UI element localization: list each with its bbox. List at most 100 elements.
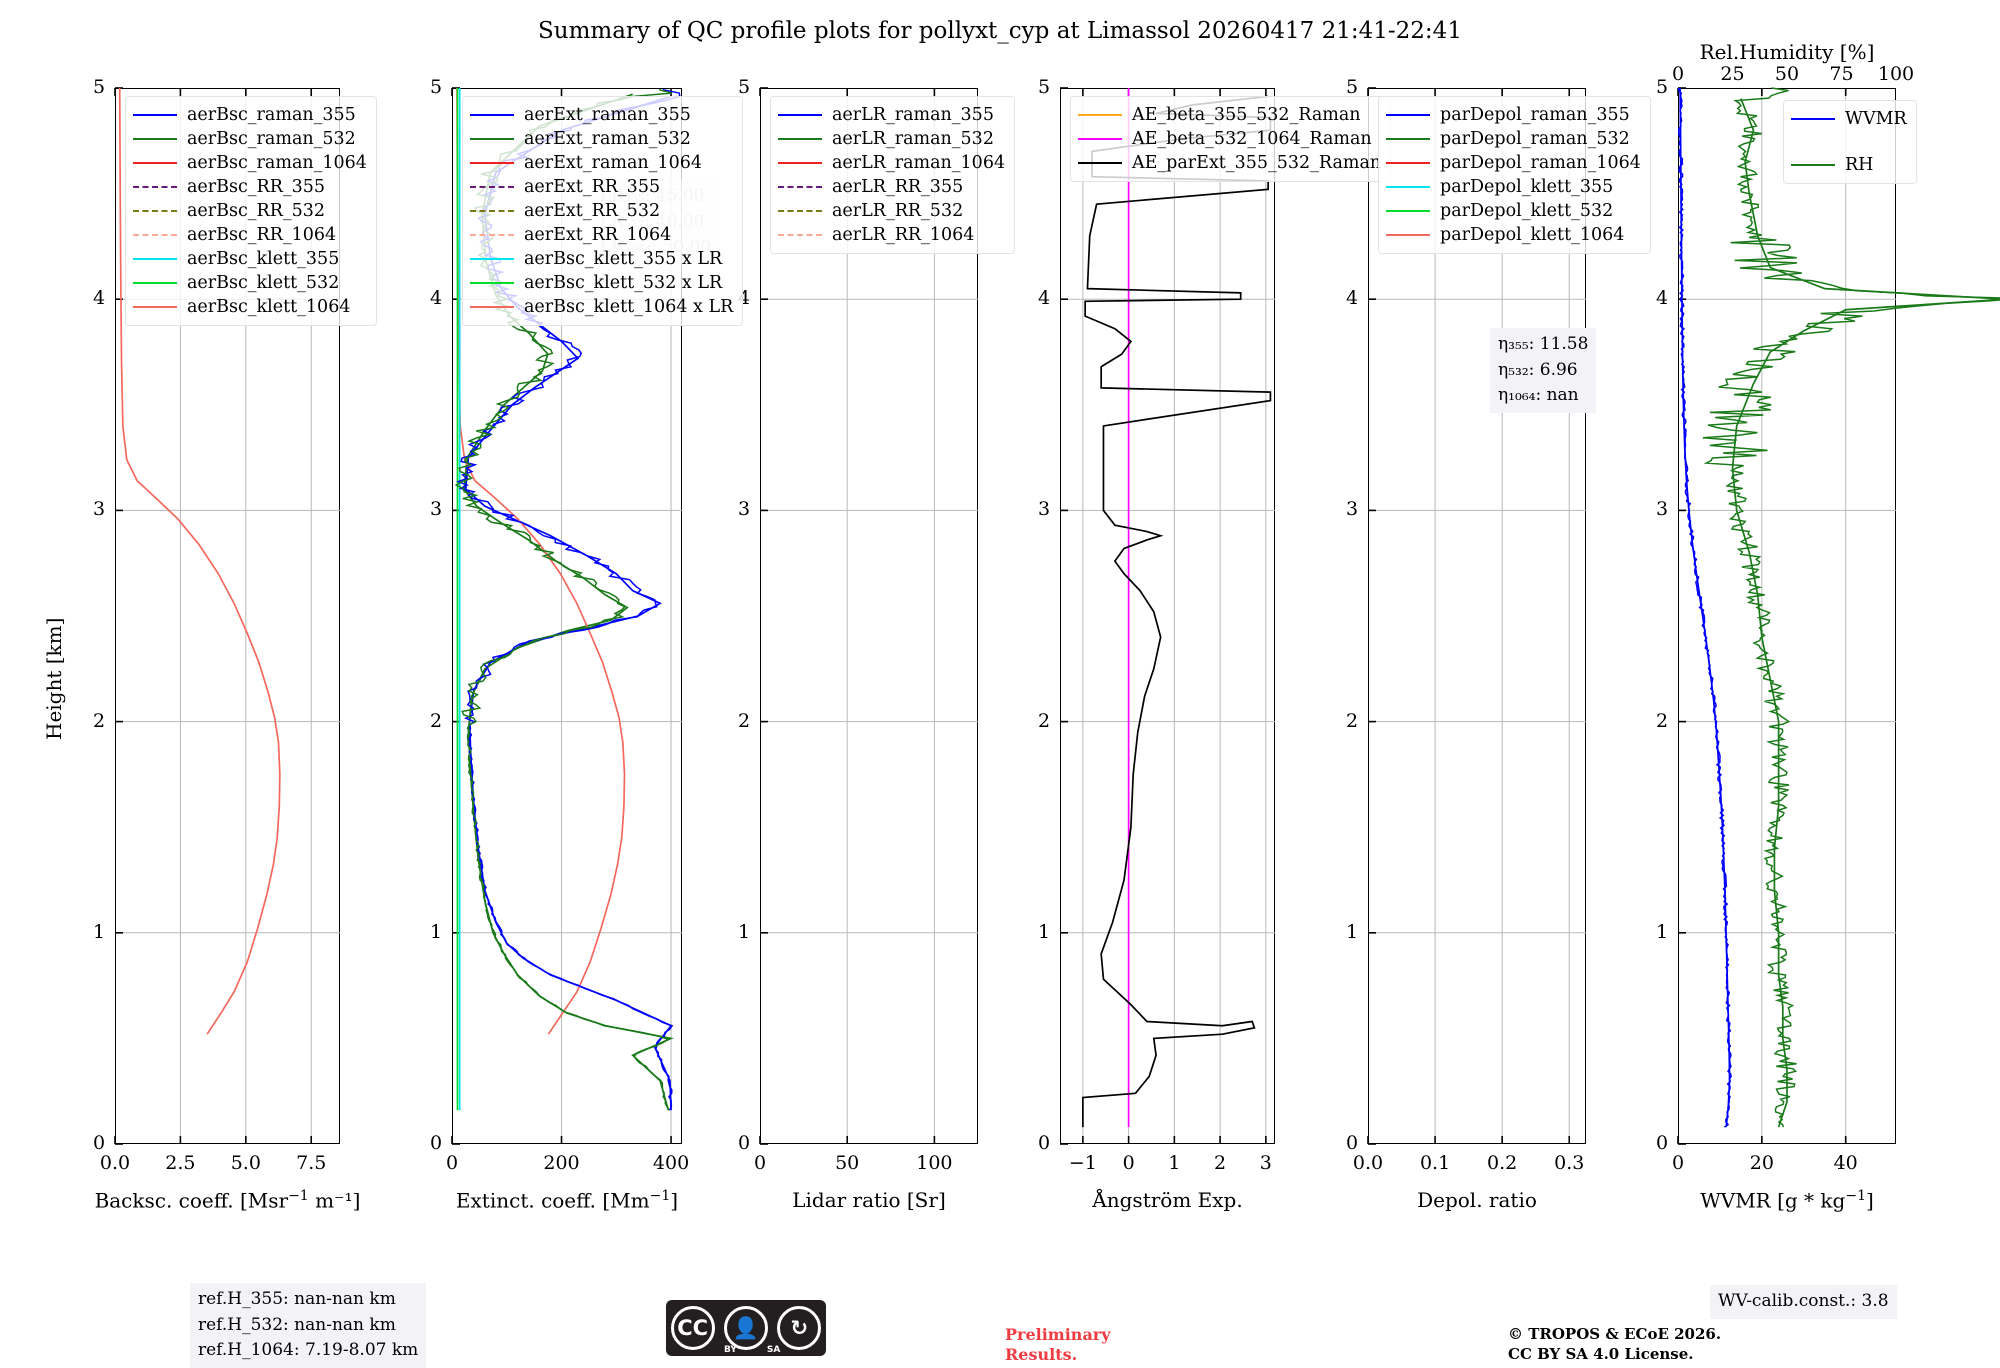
legend-label: parDepol_raman_1064 bbox=[1440, 153, 1641, 174]
legend-item: aerLR_raman_532 bbox=[778, 127, 1005, 151]
top-x-tick-label: 100 bbox=[1856, 63, 1936, 85]
legend-item: aerLR_RR_532 bbox=[778, 199, 1005, 223]
y-tick-label: 0 bbox=[1346, 1132, 1358, 1154]
legend-item: aerBsc_klett_532 x LR bbox=[470, 271, 733, 295]
eta-annotation-line: η₃₅₅: 11.58 bbox=[1498, 332, 1588, 358]
legend-item: aerBsc_klett_355 bbox=[133, 247, 367, 271]
legend-item: parDepol_klett_532 bbox=[1386, 199, 1641, 223]
legend-item: aerBsc_klett_532 bbox=[133, 271, 367, 295]
x-tick-label: 3 bbox=[1226, 1152, 1306, 1174]
legend-swatch-icon bbox=[778, 210, 822, 212]
y-tick-label: 0 bbox=[430, 1132, 442, 1154]
x-tick-label: 400 bbox=[631, 1152, 711, 1174]
legend-label: aerLR_raman_1064 bbox=[832, 153, 1005, 174]
legend-label: aerLR_RR_355 bbox=[832, 177, 963, 198]
legend-label: aerExt_RR_532 bbox=[524, 201, 660, 222]
legend-label: aerBsc_klett_355 x LR bbox=[524, 249, 722, 270]
plot-panel-angstrom bbox=[1060, 88, 1275, 1144]
legend-item: aerBsc_klett_1064 x LR bbox=[470, 295, 733, 319]
legend-item: parDepol_klett_355 bbox=[1386, 175, 1641, 199]
legend-swatch-icon bbox=[133, 282, 177, 284]
x-tick-label: 200 bbox=[522, 1152, 602, 1174]
x-tick-label: 100 bbox=[894, 1152, 974, 1174]
legend-swatch-icon bbox=[1386, 138, 1430, 140]
wv-calib-annotation: WV-calib.const.: 3.8 bbox=[1710, 1285, 1897, 1319]
cc-by-sublabel: BY bbox=[724, 1345, 737, 1355]
y-tick-label: 1 bbox=[1656, 921, 1668, 943]
y-tick-label: 4 bbox=[1656, 287, 1668, 309]
legend-item: aerBsc_RR_1064 bbox=[133, 223, 367, 247]
legend-angstrom[interactable]: AE_beta_355_532_Raman AE_beta_532_1064_Ra… bbox=[1070, 96, 1391, 182]
legend-swatch-icon bbox=[778, 138, 822, 140]
cc-badge-sublabels: BY SA bbox=[724, 1345, 780, 1355]
legend-swatch-icon bbox=[1078, 114, 1122, 116]
legend-swatch-icon bbox=[470, 282, 514, 284]
y-tick-label: 2 bbox=[430, 710, 442, 732]
legend-swatch-icon bbox=[1078, 138, 1122, 140]
x-axis-title-angstrom: Ångström Exp. bbox=[1008, 1188, 1328, 1212]
legend-swatch-icon bbox=[133, 138, 177, 140]
legend-item: aerBsc_klett_1064 bbox=[133, 295, 367, 319]
legend-item: parDepol_raman_355 bbox=[1386, 103, 1641, 127]
y-tick-label: 3 bbox=[738, 498, 750, 520]
legend-label: aerBsc_RR_355 bbox=[187, 177, 325, 198]
y-tick-label: 2 bbox=[1346, 710, 1358, 732]
legend-label: aerBsc_klett_1064 x LR bbox=[524, 297, 733, 318]
legend-item: aerExt_raman_1064 bbox=[470, 151, 733, 175]
y-tick-label: 0 bbox=[738, 1132, 750, 1154]
y-tick-label: 5 bbox=[430, 76, 442, 98]
y-tick-label: 4 bbox=[93, 287, 105, 309]
legend-swatch-icon bbox=[133, 234, 177, 236]
legend-swatch-icon bbox=[778, 186, 822, 188]
legend-label: aerBsc_raman_355 bbox=[187, 105, 356, 126]
copyright-line: CC BY SA 4.0 License. bbox=[1508, 1345, 1721, 1365]
legend-item: aerExt_raman_355 bbox=[470, 103, 733, 127]
y-tick-label: 3 bbox=[1656, 498, 1668, 520]
plot-canvas-angstrom bbox=[1060, 88, 1275, 1144]
legend-label: aerBsc_klett_532 x LR bbox=[524, 273, 722, 294]
legend-label: WVMR bbox=[1845, 109, 1907, 130]
legend-item: parDepol_raman_1064 bbox=[1386, 151, 1641, 175]
legend-label: AE_beta_355_532_Raman bbox=[1132, 105, 1361, 126]
legend-item: aerLR_RR_1064 bbox=[778, 223, 1005, 247]
cc-icon: CC bbox=[671, 1306, 715, 1350]
legend-item: AE_parExt_355_532_Raman bbox=[1078, 151, 1381, 175]
x-tick-label: 0 bbox=[412, 1152, 492, 1174]
legend-item: AE_beta_355_532_Raman bbox=[1078, 103, 1381, 127]
legend-label: aerLR_raman_532 bbox=[832, 129, 994, 150]
y-tick-label: 2 bbox=[1038, 710, 1050, 732]
legend-item: aerExt_RR_532 bbox=[470, 199, 733, 223]
legend-item: aerExt_raman_532 bbox=[470, 127, 733, 151]
y-tick-label: 4 bbox=[1346, 287, 1358, 309]
legend-label: aerBsc_klett_355 bbox=[187, 249, 339, 270]
y-tick-label: 5 bbox=[1038, 76, 1050, 98]
top-axis-title: Rel.Humidity [%] bbox=[1627, 40, 1947, 64]
x-tick-label: 0 bbox=[1638, 1152, 1718, 1174]
y-tick-label: 5 bbox=[738, 76, 750, 98]
legend-label: AE_beta_532_1064_Raman bbox=[1132, 129, 1372, 150]
cc-sa-sublabel: SA bbox=[767, 1345, 780, 1355]
legend-swatch-icon bbox=[1386, 186, 1430, 188]
legend-swatch-icon bbox=[1386, 210, 1430, 212]
legend-swatch-icon bbox=[470, 258, 514, 260]
legend-swatch-icon bbox=[133, 306, 177, 308]
legend-swatch-icon bbox=[133, 210, 177, 212]
legend-item: aerBsc_klett_355 x LR bbox=[470, 247, 733, 271]
x-axis-title-backscatter: Backsc. coeff. [Msr−1 m⁻¹] bbox=[68, 1188, 388, 1213]
x-tick-label: 0.3 bbox=[1529, 1152, 1609, 1174]
ref-height-line: ref.H_532: nan-nan km bbox=[198, 1313, 418, 1339]
legend-item: parDepol_klett_1064 bbox=[1386, 223, 1641, 247]
legend-label: parDepol_klett_355 bbox=[1440, 177, 1613, 198]
legend-label: aerLR_RR_1064 bbox=[832, 225, 974, 246]
legend-item: parDepol_raman_532 bbox=[1386, 127, 1641, 151]
legend-item: aerBsc_RR_355 bbox=[133, 175, 367, 199]
copyright-line: © TROPOS & ECoE 2026. bbox=[1508, 1325, 1721, 1345]
legend-label: aerBsc_raman_532 bbox=[187, 129, 356, 150]
